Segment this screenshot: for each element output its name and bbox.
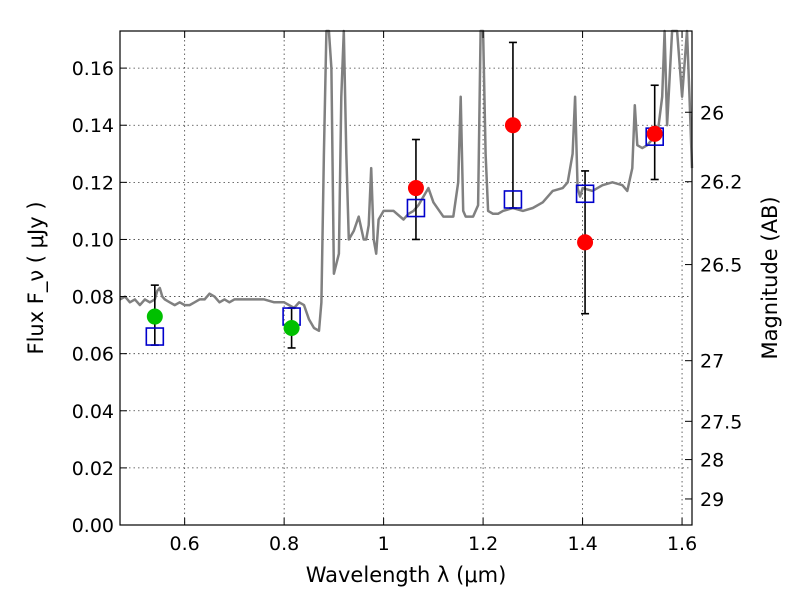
y-axis-label: Flux F_ν ( μJy )	[24, 201, 49, 354]
y-axis-right-label: Magnitude (AB)	[758, 196, 782, 359]
data-point	[146, 308, 163, 325]
spectrum-layer	[119, 29, 694, 333]
x-tick-label: 1.4	[567, 533, 597, 555]
y-tick-label: 0.00	[72, 515, 114, 537]
spectrum-line	[119, 29, 694, 333]
y-tick-label: 0.10	[72, 229, 114, 251]
mag-tick-label: 26.2	[700, 172, 742, 194]
mag-tick-label: 29	[700, 489, 724, 511]
y-tick-label: 0.02	[72, 458, 114, 480]
y-tick-label: 0.16	[72, 58, 114, 80]
data-point	[577, 234, 594, 251]
x-tick-label: 1.6	[667, 533, 697, 555]
plot-frame	[119, 30, 693, 526]
model-square-marker	[575, 184, 595, 204]
ticks-layer: 0.6 0.8 1 1.2 1.4 1.6 0.00 0.02 0.04 0.06 0.08 0.10…	[72, 31, 742, 555]
x-tick-label: 1.2	[468, 533, 498, 555]
model-square-marker	[503, 190, 523, 209]
model-square-marker	[406, 198, 426, 218]
data-point	[646, 125, 663, 142]
mag-tick-label: 26.5	[700, 255, 742, 277]
mag-tick-label: 28	[700, 450, 724, 472]
x-tick-label: 0.8	[269, 533, 299, 555]
model-square-marker	[145, 327, 165, 346]
mag-tick-label: 26	[700, 102, 724, 124]
y-tick-label: 0.12	[72, 172, 114, 194]
y-tick-label: 0.14	[72, 115, 114, 137]
mag-tick-label: 27	[700, 351, 724, 373]
data-point	[504, 117, 521, 134]
y-tick-label: 0.06	[72, 344, 114, 366]
mag-tick-label: 27.5	[700, 411, 742, 433]
x-axis-label: Wavelength λ (μm)	[306, 563, 507, 587]
x-tick-label: 0.6	[170, 533, 200, 555]
data-point	[283, 319, 300, 336]
y-tick-label: 0.08	[72, 287, 114, 309]
marker-layer	[145, 117, 664, 346]
grid	[120, 31, 692, 526]
y-tick-label: 0.04	[72, 401, 114, 423]
data-point	[407, 180, 424, 197]
x-tick-label: 1	[378, 533, 390, 555]
